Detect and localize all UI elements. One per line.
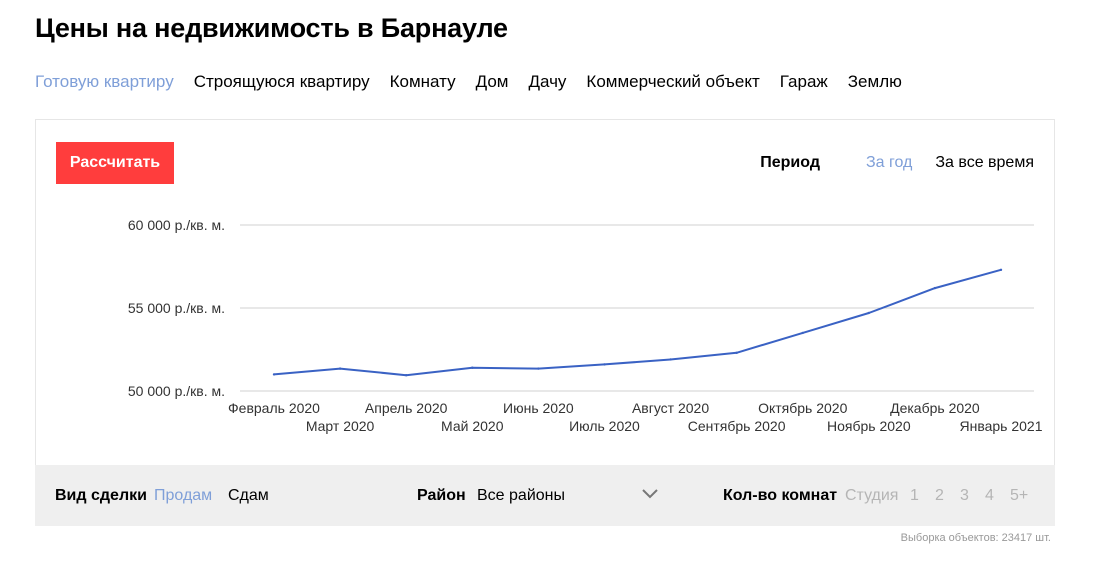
x-tick-label: Июль 2020 (569, 418, 640, 434)
chart-card: 50 000 р./кв. м. 55 000 р./кв. м. 60 000 р… (35, 119, 1055, 465)
deal-option-sell[interactable]: Продам (154, 487, 213, 504)
x-tick-label: Декабрь 2020 (890, 400, 980, 416)
tab-dacha[interactable]: Дачу (528, 72, 567, 91)
calculate-button[interactable]: Рассчитать (56, 142, 174, 184)
rooms-option-5plus[interactable]: 5+ (1010, 487, 1029, 504)
data-point (272, 373, 276, 376)
x-tick-label: Февраль 2020 (228, 400, 320, 416)
period-selector: Период За год За все время (760, 154, 1034, 172)
data-point (603, 363, 606, 366)
data-point (801, 331, 804, 335)
tab-land[interactable]: Землю (847, 72, 902, 91)
y-tick-label: 50 000 р./кв. м. (128, 383, 225, 399)
x-tick-label: Сентябрь 2020 (688, 418, 786, 434)
tab-new-building-apartment[interactable]: Строящуюся квартиру (193, 72, 370, 91)
tab-garage[interactable]: Гараж (779, 72, 828, 91)
y-tick-label: 55 000 р./кв. м. (128, 300, 225, 316)
data-point (537, 367, 540, 370)
x-tick-label: Март 2020 (306, 418, 375, 434)
data-point (867, 311, 871, 315)
rooms-option-4[interactable]: 4 (985, 487, 994, 504)
x-tick-label: Июнь 2020 (503, 400, 574, 416)
property-type-tabs: Готовую квартиру Строящуюся квартиру Ком… (35, 71, 922, 93)
deal-option-rent[interactable]: Сдам (228, 487, 269, 504)
period-label: Период (760, 154, 820, 171)
price-chart: 50 000 р./кв. м. 55 000 р./кв. м. 60 000 р… (128, 217, 1043, 434)
rooms-label: Кол-во комнат (723, 487, 838, 504)
data-point (999, 268, 1003, 272)
deal-type-label: Вид сделки (55, 487, 147, 504)
rooms-option-1[interactable]: 1 (910, 487, 919, 504)
x-tick-label: Апрель 2020 (365, 400, 448, 416)
data-point (735, 351, 738, 355)
tab-house[interactable]: Дом (475, 72, 509, 91)
x-tick-label: Январь 2021 (959, 418, 1042, 434)
district-label: Район (417, 487, 466, 504)
x-tick-label: Ноябрь 2020 (827, 418, 911, 434)
data-point (933, 286, 937, 290)
tab-commercial[interactable]: Коммерческий объект (586, 72, 760, 91)
data-point (338, 367, 342, 370)
rooms-option-2[interactable]: 2 (935, 487, 944, 504)
x-tick-label: Август 2020 (632, 400, 709, 416)
rooms-option-studio[interactable]: Студия (845, 487, 899, 504)
data-point (471, 366, 474, 369)
data-point (404, 374, 408, 377)
series-line (273, 268, 1002, 377)
tab-ready-apartment[interactable]: Готовую квартиру (35, 72, 174, 91)
page-title: Цены на недвижимость в Барнауле (35, 13, 508, 43)
tab-room[interactable]: Комнату (389, 72, 456, 91)
x-tick-label: Октябрь 2020 (758, 400, 848, 416)
x-tick-label: Май 2020 (441, 418, 504, 434)
sample-count: Выборка объектов: 23417 шт. (900, 532, 1051, 544)
y-tick-label: 60 000 р./кв. м. (128, 217, 225, 233)
data-point (669, 358, 672, 361)
period-option-all-time[interactable]: За все время (935, 154, 1034, 171)
rooms-option-3[interactable]: 3 (960, 487, 969, 504)
period-option-year[interactable]: За год (865, 154, 913, 171)
filter-bar: Вид сделки Продам Сдам Район Все районы … (35, 465, 1055, 526)
chevron-down-icon[interactable] (642, 489, 658, 499)
district-select[interactable]: Все районы (477, 487, 565, 504)
